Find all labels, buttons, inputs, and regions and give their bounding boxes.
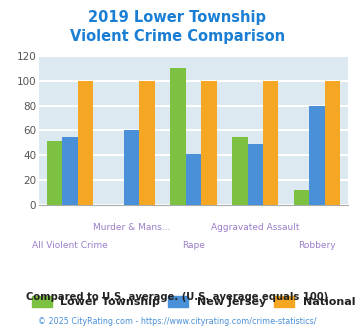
- Text: Rape: Rape: [182, 241, 205, 250]
- Text: © 2025 CityRating.com - https://www.cityrating.com/crime-statistics/: © 2025 CityRating.com - https://www.city…: [38, 317, 317, 326]
- Bar: [47, 142, 62, 205]
- Text: Robbery: Robbery: [298, 241, 336, 250]
- Bar: [325, 81, 340, 205]
- Bar: [263, 81, 278, 205]
- Bar: [140, 81, 155, 205]
- Bar: [247, 144, 263, 205]
- Legend: Lower Township, New Jersey, National: Lower Township, New Jersey, National: [32, 296, 355, 308]
- Bar: [294, 190, 309, 205]
- Bar: [170, 68, 186, 205]
- Text: All Violent Crime: All Violent Crime: [32, 241, 108, 250]
- Bar: [309, 106, 325, 205]
- Bar: [232, 137, 247, 205]
- Text: Compared to U.S. average. (U.S. average equals 100): Compared to U.S. average. (U.S. average …: [26, 292, 329, 302]
- Bar: [62, 137, 78, 205]
- Text: Murder & Mans...: Murder & Mans...: [93, 223, 170, 232]
- Text: 2019 Lower Township
Violent Crime Comparison: 2019 Lower Township Violent Crime Compar…: [70, 10, 285, 44]
- Bar: [124, 130, 140, 205]
- Bar: [201, 81, 217, 205]
- Text: Aggravated Assault: Aggravated Assault: [211, 223, 300, 232]
- Bar: [186, 154, 201, 205]
- Bar: [78, 81, 93, 205]
